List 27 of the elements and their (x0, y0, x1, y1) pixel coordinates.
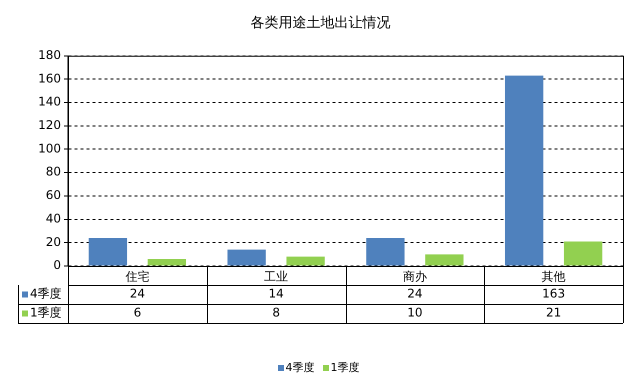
legend-label: 1季度 (30, 306, 62, 320)
y-tick-label: 160 (38, 71, 61, 86)
data-label: 8 (272, 306, 280, 320)
data-label: 21 (546, 306, 562, 320)
y-tick-label: 180 (38, 48, 61, 62)
data-label: 24 (130, 286, 146, 301)
data-label: 24 (407, 286, 423, 301)
y-tick-label: 100 (38, 141, 61, 156)
data-label: 6 (134, 306, 142, 320)
x-tick-label: 其他 (542, 269, 566, 284)
chart-title: 各类用途土地出让情况 (250, 15, 390, 32)
y-tick-label: 60 (46, 188, 61, 202)
data-label: 10 (407, 306, 423, 320)
x-tick-label: 商办 (402, 269, 427, 284)
legend-label: 4季度 (30, 286, 62, 301)
y-tick-label: 80 (46, 164, 61, 179)
x-tick-label: 住宅 (124, 269, 150, 284)
text: 1季度 (330, 361, 360, 374)
y-tick-label: 120 (38, 118, 61, 132)
data-label: 163 (542, 286, 566, 301)
text: 4季度 (286, 361, 314, 374)
y-tick-label: 0 (53, 258, 61, 272)
y-tick-label: 140 (38, 94, 61, 109)
y-tick-label: 20 (46, 234, 61, 249)
data-label: 14 (268, 286, 284, 301)
x-tick-label: 工业 (264, 269, 288, 284)
y-tick-label: 40 (46, 211, 61, 226)
